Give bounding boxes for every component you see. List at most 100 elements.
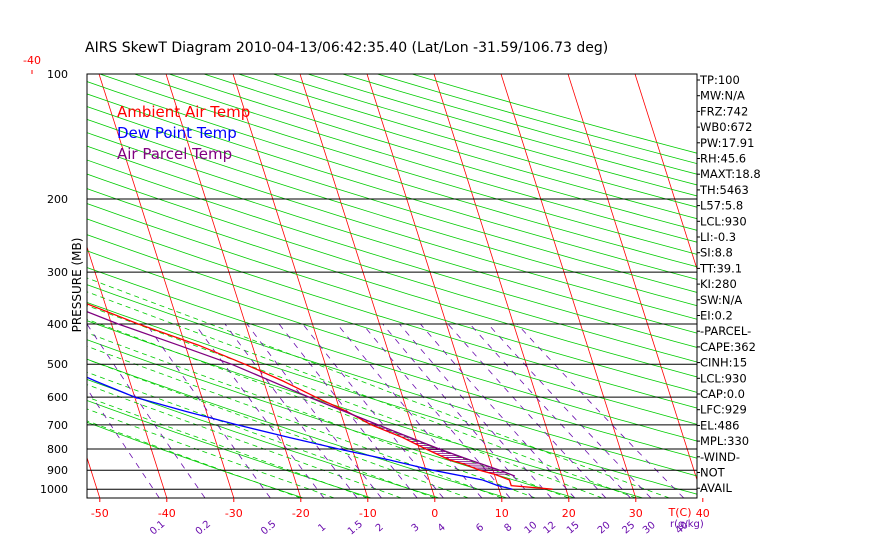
bottom-temp-tick-label: -50	[91, 507, 109, 520]
bottom-temp-tick-label: 10	[495, 507, 509, 520]
legend-item: Air Parcel Temp	[117, 145, 232, 163]
index-label: PW:17.91	[700, 136, 754, 150]
mixing-ratio-line	[382, 323, 533, 498]
mixing-ratio-tick-label: 3	[410, 522, 422, 535]
dry-adiabat-line	[134, 74, 697, 243]
dry-adiabat-line	[99, 74, 697, 255]
top-temp-tick-label: -40	[23, 54, 41, 67]
bottom-temp-tick-label: 30	[629, 507, 643, 520]
temp-axis-unit-label: T(C)	[668, 506, 692, 519]
pressure-tick-label: 700	[47, 419, 68, 432]
dry-adiabat-line	[87, 93, 697, 280]
dry-adiabat-line	[87, 81, 697, 268]
bottom-temp-tick-label: 20	[562, 507, 576, 520]
series-layer	[87, 303, 553, 490]
dry-adiabat-line	[87, 145, 697, 334]
mixing-ratio-tick-label: 6	[474, 522, 486, 535]
index-label: NOT	[700, 466, 726, 480]
dry-adiabat-line	[87, 302, 697, 495]
pressure-tick-label: 900	[47, 464, 68, 477]
isotherm-line	[567, 74, 697, 482]
index-label: LCL:930	[700, 371, 747, 385]
mixing-ratio-tick-label: 0.5	[259, 519, 278, 538]
index-label: LFC:929	[700, 403, 747, 417]
index-label: MPL:330	[700, 434, 749, 448]
isotherm-line	[87, 245, 168, 498]
index-label: EI:0.2	[700, 309, 733, 323]
mixing-ratio-line	[194, 323, 325, 498]
moist-adiabat-line	[87, 277, 670, 498]
dry-adiabat-line	[87, 234, 697, 425]
pressure-tick-label: 300	[47, 266, 68, 279]
bottom-temp-tick-label: -20	[292, 507, 310, 520]
dry-adiabat-line	[87, 106, 697, 293]
mixing-ratio-line	[487, 323, 652, 498]
mixing-ratio-line	[469, 323, 631, 498]
mixing-ratio-tick-label: 1	[316, 522, 328, 535]
mixing-ratio-unit-label: r(g/kg)	[670, 519, 704, 530]
index-label: EL:486	[700, 418, 740, 432]
mixing-ratio-tick-label: 25	[620, 520, 637, 537]
moist-adiabat-line	[87, 345, 502, 498]
moist-adiabat-line	[87, 358, 469, 498]
isotherm-line	[87, 456, 101, 498]
dry-adiabat-line	[87, 118, 697, 307]
index-label: RH:45.6	[700, 152, 746, 166]
mixing-ratio-tick-label: 30	[641, 520, 658, 537]
bottom-temp-tick-label: -10	[359, 507, 377, 520]
mixing-ratio-tick-label: 12	[541, 520, 558, 537]
isotherm-line	[634, 74, 697, 271]
dry-adiabat-line	[342, 74, 697, 175]
dry-adiabat-line	[87, 173, 697, 363]
pressure-tick-label: 400	[47, 318, 68, 331]
mixing-ratio-tick-label: 15	[565, 520, 582, 537]
dry-adiabat-line	[87, 203, 697, 393]
pressure-tick-label: 800	[47, 443, 68, 456]
mixing-ratio-line	[336, 323, 483, 498]
index-label: CAPE:362	[700, 340, 756, 354]
dry-adiabat-line	[87, 159, 697, 348]
index-label: CINH:15	[700, 356, 747, 370]
index-label: FRZ:742	[700, 104, 748, 118]
isotherm-line	[0, 65, 33, 498]
dry-adiabat-line	[87, 400, 372, 498]
index-label: TH:5463	[699, 183, 749, 197]
bottom-temp-tick-label: -40	[158, 507, 176, 520]
moist-adiabat-line	[87, 332, 536, 498]
bottom-temp-tick-label: -30	[225, 507, 243, 520]
dry-adiabat-line	[411, 74, 697, 154]
mixing-ratio-line	[224, 323, 358, 498]
bottom-temp-tick-label: 0	[431, 507, 438, 520]
moist-adiabat-line	[87, 291, 636, 498]
index-label: WB0:672	[700, 120, 752, 134]
mixing-ratio-tick-label: 10	[523, 520, 540, 537]
index-label: SI:8.8	[700, 246, 733, 260]
pressure-tick-label: 100	[47, 68, 68, 81]
dry-adiabat-line	[87, 218, 697, 409]
dry-adiabat-line	[87, 188, 697, 378]
isotherm-line	[366, 74, 503, 498]
axis-layer: 1002003004005006007008009001000-120-110-…	[23, 54, 710, 538]
index-label: KI:280	[700, 277, 737, 291]
legend: Ambient Air Temp Dew Point Temp Air Parcel…	[117, 103, 250, 163]
index-label: AVAIL	[700, 481, 733, 495]
index-label: TP:100	[699, 73, 740, 87]
isotherm-line	[98, 74, 235, 498]
mixing-ratio-line	[420, 323, 576, 498]
bottom-temp-tick-label: 40	[696, 507, 710, 520]
mixing-ratio-tick-label: 2	[374, 522, 386, 535]
dry-adiabat-line	[87, 421, 304, 498]
index-label: L57:5.8	[700, 199, 743, 213]
air-parcel-temp-line	[87, 311, 516, 477]
y-axis-label: PRESSURE (MB)	[70, 238, 84, 333]
legend-item: Ambient Air Temp	[117, 103, 250, 121]
mixing-ratio-line	[246, 323, 382, 498]
mixing-ratio-tick-label: 0.2	[194, 519, 213, 538]
moist-adiabat-line	[87, 420, 301, 498]
dew-point-temp-line	[87, 376, 513, 490]
mixing-ratio-line	[516, 323, 685, 498]
mixing-ratio-line	[362, 323, 511, 498]
pressure-tick-label: 1000	[40, 483, 68, 496]
mixing-ratio-line	[447, 323, 607, 498]
